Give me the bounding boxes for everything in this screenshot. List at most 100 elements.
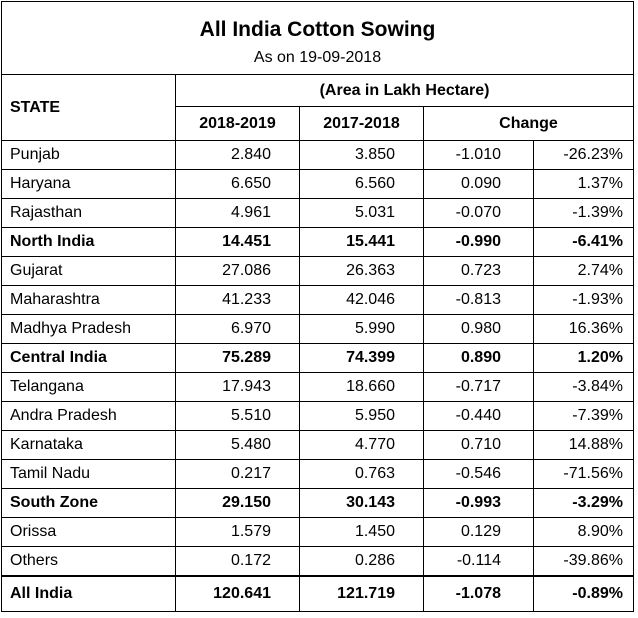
area-2018-2019: 75.289 xyxy=(175,343,300,373)
area-2017-2018: 0.286 xyxy=(299,546,424,577)
area-2018-2019: 0.172 xyxy=(175,546,300,577)
state-name: Gujarat xyxy=(1,256,176,286)
state-name: Central India xyxy=(1,343,176,373)
change-value: 0.723 xyxy=(423,256,534,286)
area-2018-2019: 6.970 xyxy=(175,314,300,344)
change-value: 0.980 xyxy=(423,314,534,344)
area-2017-2018: 6.560 xyxy=(299,169,424,199)
table-row: Haryana 6.650 6.560 0.090 1.37% xyxy=(1,169,634,199)
change-value: -0.440 xyxy=(423,401,534,431)
area-2017-2018: 0.763 xyxy=(299,459,424,489)
state-name: Others xyxy=(1,546,176,577)
change-percent: -26.23% xyxy=(533,140,634,170)
change-percent: -71.56% xyxy=(533,459,634,489)
change-value: -0.070 xyxy=(423,198,534,228)
change-value: 0.129 xyxy=(423,517,534,547)
area-2018-2019: 5.510 xyxy=(175,401,300,431)
area-2018-2019: 4.961 xyxy=(175,198,300,228)
change-percent: -3.84% xyxy=(533,372,634,402)
change-value: 0.890 xyxy=(423,343,534,373)
change-value: 0.090 xyxy=(423,169,534,199)
table-row: Rajasthan 4.961 5.031 -0.070 -1.39% xyxy=(1,198,634,228)
total-area-2018-2019: 120.641 xyxy=(175,575,300,612)
change-value: -0.993 xyxy=(423,488,534,518)
total-area-2017-2018: 121.719 xyxy=(299,575,424,612)
area-2018-2019: 29.150 xyxy=(175,488,300,518)
subtotal-row: Central India 75.289 74.399 0.890 1.20% xyxy=(1,343,634,373)
state-name: North India xyxy=(1,227,176,257)
table-title: All India Cotton Sowing xyxy=(1,1,634,42)
table-subtitle: As on 19-09-2018 xyxy=(1,42,634,75)
change-percent: 8.90% xyxy=(533,517,634,547)
area-2017-2018: 74.399 xyxy=(299,343,424,373)
total-change-percent: -0.89% xyxy=(533,575,634,612)
area-2018-2019: 14.451 xyxy=(175,227,300,257)
area-unit-header: (Area in Lakh Hectare) xyxy=(175,74,634,107)
area-2017-2018: 26.363 xyxy=(299,256,424,286)
change-value: 0.710 xyxy=(423,430,534,460)
change-percent: -39.86% xyxy=(533,546,634,577)
change-percent: -6.41% xyxy=(533,227,634,257)
change-percent: 2.74% xyxy=(533,256,634,286)
change-percent: 1.20% xyxy=(533,343,634,373)
change-percent: 1.37% xyxy=(533,169,634,199)
area-2017-2018: 4.770 xyxy=(299,430,424,460)
column-header-2018-2019: 2018-2019 xyxy=(175,106,300,141)
change-value: -0.990 xyxy=(423,227,534,257)
change-value: -0.114 xyxy=(423,546,534,577)
table-row: Madhya Pradesh 6.970 5.990 0.980 16.36% xyxy=(1,314,634,344)
change-percent: -1.39% xyxy=(533,198,634,228)
state-name: Rajasthan xyxy=(1,198,176,228)
area-2018-2019: 2.840 xyxy=(175,140,300,170)
area-2017-2018: 30.143 xyxy=(299,488,424,518)
change-value: -1.010 xyxy=(423,140,534,170)
area-2018-2019: 17.943 xyxy=(175,372,300,402)
state-name: Maharashtra xyxy=(1,285,176,315)
area-2018-2019: 1.579 xyxy=(175,517,300,547)
state-name: Telangana xyxy=(1,372,176,402)
area-2017-2018: 5.950 xyxy=(299,401,424,431)
area-2017-2018: 3.850 xyxy=(299,140,424,170)
area-2018-2019: 41.233 xyxy=(175,285,300,315)
state-name: South Zone xyxy=(1,488,176,518)
area-2017-2018: 5.031 xyxy=(299,198,424,228)
state-column-header: STATE xyxy=(1,74,176,141)
table-row: Orissa 1.579 1.450 0.129 8.90% xyxy=(1,517,634,547)
table-row: Andra Pradesh 5.510 5.950 -0.440 -7.39% xyxy=(1,401,634,431)
change-percent: -3.29% xyxy=(533,488,634,518)
area-2017-2018: 15.441 xyxy=(299,227,424,257)
subtotal-row: North India 14.451 15.441 -0.990 -6.41% xyxy=(1,227,634,257)
state-name: Andra Pradesh xyxy=(1,401,176,431)
area-2018-2019: 6.650 xyxy=(175,169,300,199)
change-value: -0.546 xyxy=(423,459,534,489)
table-row: Others 0.172 0.286 -0.114 -39.86% xyxy=(1,546,634,577)
table-row: Gujarat 27.086 26.363 0.723 2.74% xyxy=(1,256,634,286)
state-name: Tamil Nadu xyxy=(1,459,176,489)
state-name: Karnataka xyxy=(1,430,176,460)
change-value: -0.717 xyxy=(423,372,534,402)
change-percent: 16.36% xyxy=(533,314,634,344)
area-2018-2019: 27.086 xyxy=(175,256,300,286)
state-name: Madhya Pradesh xyxy=(1,314,176,344)
column-header-2017-2018: 2017-2018 xyxy=(299,106,424,141)
change-percent: -7.39% xyxy=(533,401,634,431)
state-name: Haryana xyxy=(1,169,176,199)
area-2017-2018: 18.660 xyxy=(299,372,424,402)
table-row: Maharashtra 41.233 42.046 -0.813 -1.93% xyxy=(1,285,634,315)
state-name: Orissa xyxy=(1,517,176,547)
table-row: Punjab 2.840 3.850 -1.010 -26.23% xyxy=(1,140,634,170)
area-2017-2018: 5.990 xyxy=(299,314,424,344)
total-state-name: All India xyxy=(1,575,176,612)
column-header-change: Change xyxy=(423,106,634,141)
total-change-value: -1.078 xyxy=(423,575,534,612)
area-2017-2018: 1.450 xyxy=(299,517,424,547)
table-row: Tamil Nadu 0.217 0.763 -0.546 -71.56% xyxy=(1,459,634,489)
table-row: Karnataka 5.480 4.770 0.710 14.88% xyxy=(1,430,634,460)
area-2018-2019: 0.217 xyxy=(175,459,300,489)
area-2017-2018: 42.046 xyxy=(299,285,424,315)
state-name: Punjab xyxy=(1,140,176,170)
change-percent: 14.88% xyxy=(533,430,634,460)
change-percent: -1.93% xyxy=(533,285,634,315)
